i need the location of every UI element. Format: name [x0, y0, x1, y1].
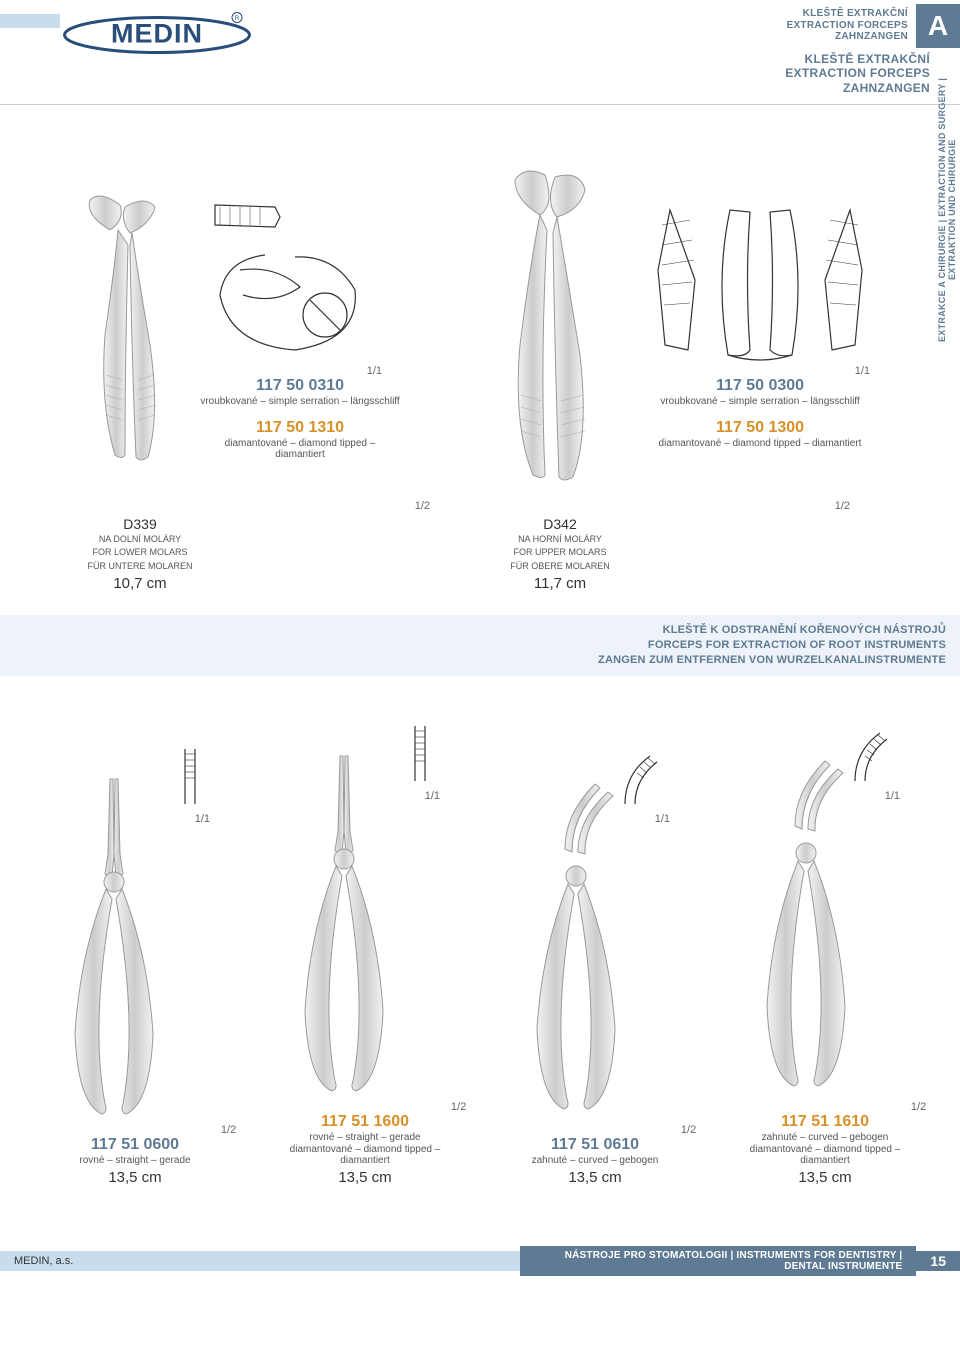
header-subcategory: KLEŠTĚ EXTRAKČNÍ EXTRACTION FORCEPS ZAHN… [785, 52, 930, 95]
product-sku: 117 50 0310 [200, 377, 400, 395]
product-model-d342: 1/2 D342 NA HORNÍ MOLÁRY FOR UPPER MOLAR… [490, 500, 850, 592]
product-sku: 117 51 1610 [724, 1113, 926, 1131]
subcategory-cz: KLEŠTĚ EXTRAKČNÍ [785, 52, 930, 66]
header-accent-strip [0, 14, 60, 28]
section2-title-cz: KLEŠTĚ K ODSTRANĚNÍ KOŘENOVÝCH NÁSTROJŮ [14, 623, 946, 638]
model-line-3: FÜR UNTERE MOLAREN [70, 561, 210, 572]
product-sku: 117 51 1600 [264, 1113, 466, 1131]
product-col-2: 1/1 1/2 117 51 1600 rovné – straight – g… [264, 721, 466, 1186]
diagram-scale: 1/1 [200, 365, 400, 377]
model-line-3: FÜR OBERE MOLAREN [490, 561, 630, 572]
model-line-2: FOR LOWER MOLARS [70, 547, 210, 558]
product-model-d339: 1/2 D339 NA DOLNÍ MOLÁRY FOR LOWER MOLAR… [70, 500, 430, 592]
product-desc: vroubkované – simple serration – längssc… [200, 396, 400, 407]
svg-text:1/1: 1/1 [425, 790, 440, 802]
product-length: 13,5 cm [724, 1169, 926, 1186]
photo-scale: 1/2 [34, 1124, 236, 1136]
product-length: 13,5 cm [34, 1169, 236, 1186]
photo-scale: 1/2 [490, 500, 850, 512]
product-sku-variant: 117 50 1310 [200, 419, 400, 437]
section2-title-en: FORCEPS FOR EXTRACTION OF ROOT INSTRUMEN… [14, 638, 946, 653]
product-desc: vroubkované – simple serration – längssc… [640, 396, 880, 407]
photo-scale: 1/2 [70, 500, 430, 512]
section2-title-de: ZANGEN ZUM ENTFERNEN VON WURZELKANALINST… [14, 653, 946, 668]
model-line-1: NA DOLNÍ MOLÁRY [70, 534, 210, 545]
section-letter: A [916, 4, 960, 48]
product-sku-variant: 117 50 1300 [640, 419, 880, 437]
svg-text:1/1: 1/1 [655, 813, 670, 825]
brand-logo: MEDIN R [62, 5, 252, 68]
product-col-3: 1/1 1/2 117 51 0610 zahnuté – curved – g… [494, 744, 696, 1186]
svg-text:1/1: 1/1 [885, 790, 900, 802]
section-root-forceps: 1/1 1/2 117 51 0600 rovné – straight – g… [0, 676, 960, 1216]
model-code: D339 [70, 516, 210, 532]
subcategory-de: ZAHNZANGEN [785, 81, 930, 95]
product-sku: 117 51 0600 [34, 1136, 236, 1154]
product-desc: zahnuté – curved – gebogen [724, 1132, 926, 1143]
category-cz: KLEŠTĚ EXTRAKČNÍ [786, 8, 908, 20]
product-col-1: 1/1 1/2 117 51 0600 rovné – straight – g… [34, 744, 236, 1186]
product-desc: rovné – straight – gerade [264, 1132, 466, 1143]
model-line-2: FOR UPPER MOLARS [490, 547, 630, 558]
product-sku: 117 50 0300 [640, 377, 880, 395]
product-diagram-d339: 1/1 117 50 0310 vroubkované – simple ser… [200, 195, 400, 460]
product-desc-variant: diamantované – diamond tipped – diamanti… [200, 438, 400, 460]
page-header: MEDIN R KLEŠTĚ EXTRAKČNÍ EXTRACTION FORC… [0, 0, 960, 105]
diagram-scale: 1/1 [195, 813, 210, 825]
product-sku: 117 51 0610 [494, 1136, 696, 1154]
header-category-block: KLEŠTĚ EXTRAKČNÍ EXTRACTION FORCEPS ZAHN… [786, 4, 960, 48]
product-photo-d342 [475, 165, 635, 485]
footer-company: MEDIN, a.s. [0, 1251, 520, 1271]
product-desc-variant: diamantované – diamond tipped – diamanti… [640, 438, 880, 449]
category-de: ZAHNZANGEN [786, 31, 908, 43]
product-desc: zahnuté – curved – gebogen [494, 1155, 696, 1166]
category-en: EXTRACTION FORCEPS [786, 20, 908, 32]
svg-text:R: R [235, 16, 240, 22]
photo-scale: 1/2 [724, 1101, 926, 1113]
product-length: 13,5 cm [494, 1169, 696, 1186]
product-desc2: diamantované – diamond tipped – diamanti… [724, 1144, 926, 1166]
photo-scale: 1/2 [264, 1101, 466, 1113]
footer-page-number: 15 [916, 1251, 960, 1271]
subcategory-en: EXTRACTION FORCEPS [785, 66, 930, 80]
product-diagram-d342: 1/1 117 50 0300 vroubkované – simple ser… [640, 200, 880, 449]
product-desc: rovné – straight – gerade [34, 1155, 236, 1166]
product-photo-d339 [60, 185, 200, 465]
model-line-1: NA HORNÍ MOLÁRY [490, 534, 630, 545]
model-length: 11,7 cm [490, 575, 630, 592]
diagram-scale: 1/1 [640, 365, 880, 377]
footer-center-text: NÁSTROJE PRO STOMATOLOGII | INSTRUMENTS … [520, 1246, 916, 1276]
product-desc2: diamantované – diamond tipped – diamanti… [264, 1144, 466, 1166]
section2-title-bar: KLEŠTĚ K ODSTRANĚNÍ KOŘENOVÝCH NÁSTROJŮ … [0, 615, 960, 676]
page-footer: MEDIN, a.s. NÁSTROJE PRO STOMATOLOGII | … [0, 1246, 960, 1276]
section-extraction-forceps: 1/1 117 50 0310 vroubkované – simple ser… [0, 105, 960, 605]
model-length: 10,7 cm [70, 575, 210, 592]
svg-text:MEDIN: MEDIN [111, 19, 203, 49]
product-col-4: 1/1 1/2 117 51 1610 zahnuté – curved – g… [724, 721, 926, 1186]
model-code: D342 [490, 516, 630, 532]
product-length: 13,5 cm [264, 1169, 466, 1186]
photo-scale: 1/2 [494, 1124, 696, 1136]
